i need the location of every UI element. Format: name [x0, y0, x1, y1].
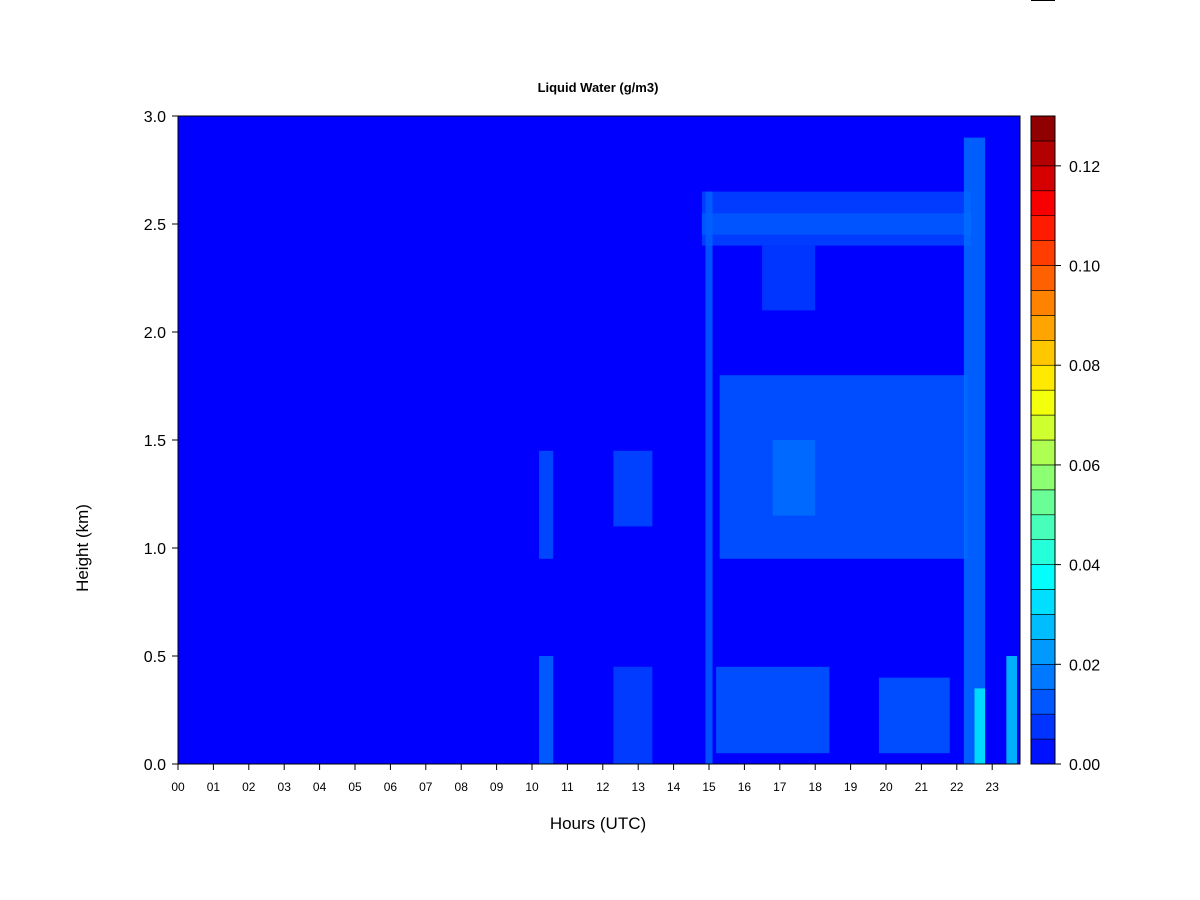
plot-area	[178, 116, 1020, 765]
x-tick-label: 08	[455, 780, 469, 794]
heatmap-cell	[772, 440, 816, 516]
x-tick-label: 00	[171, 780, 185, 794]
x-tick-label: 22	[950, 780, 964, 794]
x-tick-label: 13	[632, 780, 646, 794]
heatmap-cell	[539, 450, 554, 559]
x-tick-label: 21	[915, 780, 929, 794]
colorbar-segment	[1030, 464, 1056, 491]
y-axis-label: Height (km)	[73, 504, 92, 592]
x-tick-label: 23	[986, 780, 1000, 794]
x-tick-label: 05	[348, 780, 362, 794]
colorbar-segment	[1030, 165, 1056, 192]
colorbar-segment	[1030, 489, 1056, 516]
x-tick-label: 17	[773, 780, 787, 794]
corner-mark	[1031, 0, 1055, 1]
x-tick-label: 16	[738, 780, 752, 794]
colorbar-frame	[1030, 115, 1056, 765]
x-tick-label: 19	[844, 780, 858, 794]
heatmap-cell	[878, 677, 950, 754]
y-tick-label: 0.5	[144, 649, 166, 666]
x-tick-label: 04	[313, 780, 327, 794]
y-tick-label: 3.0	[144, 109, 166, 126]
x-tick-label: 03	[278, 780, 292, 794]
colorbar-segment	[1030, 240, 1056, 266]
x-tick-label: 11	[561, 780, 574, 794]
y-tick-label: 1.0	[144, 541, 166, 558]
colorbar-segment	[1030, 664, 1056, 690]
colorbar-tick-label: 0.02	[1069, 657, 1100, 674]
y-tick-label: 2.5	[144, 217, 166, 234]
heatmap-cell	[716, 666, 830, 754]
y-tick-label: 2.0	[144, 325, 166, 342]
colorbar-segment	[1030, 688, 1056, 715]
colorbar-segment	[1030, 265, 1056, 291]
x-tick-label: 20	[879, 780, 893, 794]
colorbar-segment	[1030, 539, 1056, 565]
colorbar-segment	[1030, 514, 1056, 540]
x-tick-label: 15	[702, 780, 716, 794]
heatmap-cell	[1006, 656, 1017, 764]
colorbar-segment	[1030, 589, 1056, 615]
heatmap-cell	[613, 666, 653, 764]
colorbar-segment	[1030, 614, 1056, 640]
colorbar-segment	[1030, 190, 1056, 216]
colorbar-segment	[1030, 738, 1056, 765]
y-axis: 0.0 0.5 1.0 1.5 2.0 2.5 3.0	[144, 109, 178, 774]
y-tick-label: 1.5	[144, 433, 166, 450]
colorbar: 0.00 0.02 0.04 0.06 0.08 0.10 0.12	[1030, 115, 1100, 774]
colorbar-tick-label: 0.12	[1069, 159, 1100, 176]
colorbar-segment	[1030, 215, 1056, 241]
heatmap-cell	[705, 191, 713, 765]
x-tick-label: 06	[384, 780, 398, 794]
heatmap-cell	[762, 245, 816, 311]
heatmap-cell	[719, 375, 968, 559]
colorbar-segment	[1030, 364, 1056, 391]
heatmap-cell	[539, 656, 554, 764]
colorbar-segment	[1030, 315, 1056, 341]
heatmap-cell	[701, 213, 971, 235]
colorbar-segment	[1030, 414, 1056, 441]
colorbar-tick-label: 0.08	[1069, 358, 1100, 375]
x-tick-label: 07	[419, 780, 433, 794]
x-tick-label: 02	[242, 780, 256, 794]
x-tick-label: 18	[809, 780, 823, 794]
colorbar-segment	[1030, 713, 1056, 740]
x-axis-label: Hours (UTC)	[550, 814, 646, 833]
chart-title: Liquid Water (g/m3)	[538, 80, 659, 95]
colorbar-segment	[1030, 340, 1056, 366]
x-axis: 00 01 02 03 04 05 06 07 08 09 10 11 12 13 14 15 16 17 18 19…	[171, 764, 999, 794]
x-tick-label: 12	[596, 780, 610, 794]
heatmap-cell	[974, 688, 986, 764]
colorbar-segment	[1030, 290, 1056, 316]
colorbar-segment	[1030, 564, 1056, 590]
x-tick-label: 10	[525, 780, 539, 794]
colorbar-segment	[1030, 389, 1056, 416]
colorbar-segment	[1030, 639, 1056, 665]
heatmap-cell	[613, 450, 653, 527]
heatmap-cell	[963, 137, 986, 765]
x-tick-label: 01	[207, 780, 221, 794]
x-tick-label: 14	[667, 780, 681, 794]
colorbar-tick-label: 0.10	[1069, 259, 1100, 276]
colorbar-tick-label: 0.06	[1069, 458, 1100, 475]
x-tick-label: 09	[490, 780, 504, 794]
colorbar-segment	[1030, 115, 1056, 142]
y-tick-label: 0.0	[144, 757, 166, 774]
colorbar-segment	[1030, 140, 1056, 167]
colorbar-tick-label: 0.04	[1069, 558, 1100, 575]
colorbar-tick-label: 0.00	[1069, 757, 1100, 774]
colorbar-segment	[1030, 439, 1056, 466]
